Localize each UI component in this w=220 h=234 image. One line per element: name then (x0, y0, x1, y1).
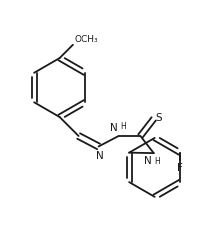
Text: N: N (110, 123, 118, 133)
Text: N: N (96, 151, 103, 161)
Text: H: H (155, 157, 160, 165)
Text: H: H (120, 122, 126, 131)
Text: F: F (177, 163, 183, 173)
Text: N: N (144, 156, 152, 166)
Text: OCH₃: OCH₃ (75, 35, 99, 44)
Text: S: S (155, 113, 162, 123)
